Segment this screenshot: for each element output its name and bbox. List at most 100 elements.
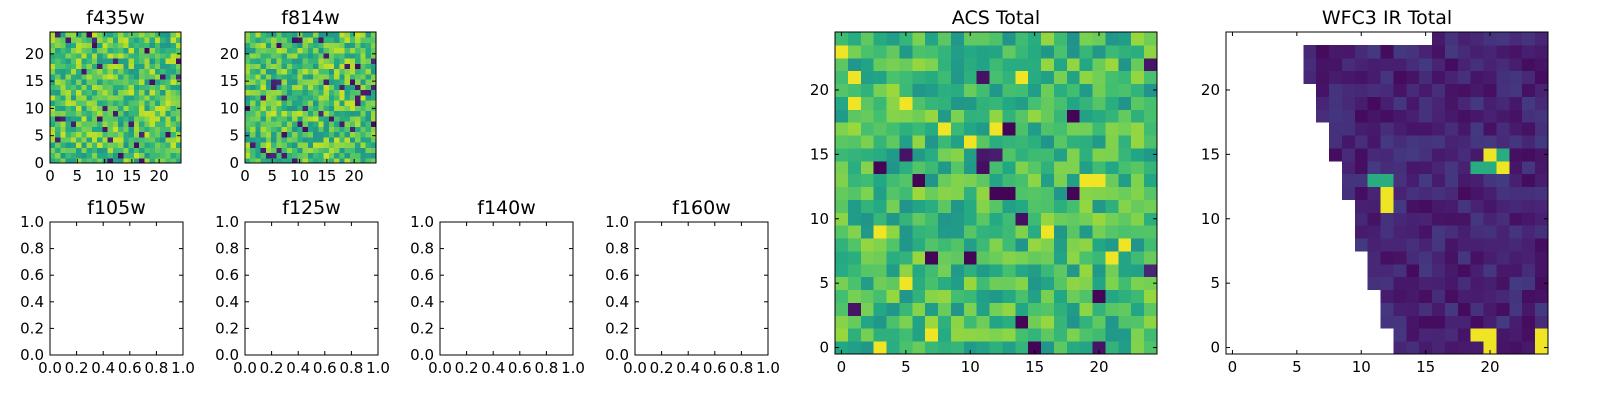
heatmap-cell: [318, 115, 325, 122]
heatmap-cell: [250, 42, 256, 49]
heatmap-cell: [286, 105, 293, 112]
heatmap-cell: [1118, 263, 1132, 278]
heatmap-cell: [1041, 315, 1055, 329]
heatmap-cell: [271, 32, 277, 38]
heatmap-cell: [1432, 147, 1446, 162]
heatmap-cell: [271, 136, 277, 143]
heatmap-cell: [102, 105, 109, 112]
heatmap-cell: [292, 37, 298, 43]
heatmap-cell: [76, 89, 82, 96]
heatmap-cell: [1483, 83, 1497, 97]
heatmap-cell: [139, 121, 145, 127]
heatmap-cell: [86, 152, 93, 159]
heatmap-cell: [886, 186, 900, 200]
heatmap-cell: [976, 173, 991, 188]
heatmap-cell: [355, 110, 361, 117]
heatmap-cell: [1419, 96, 1433, 110]
heatmap-cell: [76, 136, 82, 143]
heatmap-cell: [60, 42, 67, 49]
heatmap-cell: [170, 42, 177, 49]
heatmap-cell: [175, 126, 182, 133]
heatmap-cell: [976, 315, 991, 329]
heatmap-cell: [139, 147, 145, 154]
heatmap-cell: [344, 68, 351, 75]
heatmap-cell: [344, 73, 351, 80]
axes-frame: [49, 31, 182, 164]
x-tick-label: 1.0: [171, 359, 195, 377]
heatmap-cell: [1419, 238, 1433, 252]
heatmap-cell: [1028, 315, 1042, 329]
heatmap-cell: [1131, 276, 1145, 291]
heatmap-cell: [1393, 289, 1407, 303]
heatmap-cell: [286, 84, 293, 91]
heatmap-cell: [160, 68, 166, 75]
heatmap-cell: [128, 63, 135, 70]
heatmap-cell: [313, 152, 319, 159]
heatmap-cell: [286, 115, 293, 122]
heatmap-cell: [334, 73, 340, 80]
heatmap-cell: [91, 63, 98, 70]
heatmap-cell: [65, 105, 72, 112]
heatmap-cell: [307, 115, 314, 122]
heatmap-cell: [91, 68, 98, 75]
heatmap-cell: [1053, 302, 1068, 316]
heatmap-cell: [925, 328, 939, 342]
heatmap-cell: [912, 122, 926, 136]
heatmap-cell: [1496, 147, 1510, 162]
y-tick-label: 1.0: [605, 213, 629, 231]
heatmap-cell: [112, 79, 119, 85]
heatmap-cell: [123, 100, 130, 106]
heatmap-cell: [144, 142, 151, 148]
heatmap-cell: [255, 89, 262, 96]
heatmap-cell: [276, 63, 283, 70]
x-tick-label: 0.0: [233, 359, 257, 377]
heatmap-cell: [950, 199, 965, 213]
heatmap-cell: [1509, 186, 1523, 200]
heatmap-cell: [70, 42, 77, 49]
heatmap-cell: [1066, 32, 1081, 46]
heatmap-cell: [1470, 32, 1485, 46]
heatmap-cell: [1002, 83, 1016, 97]
heatmap-cell: [1457, 44, 1472, 59]
heatmap-cell: [255, 37, 262, 43]
heatmap-cell: [334, 32, 340, 38]
heatmap-cell: [334, 110, 340, 117]
heatmap-cell: [297, 89, 304, 96]
heatmap-cell: [1105, 315, 1119, 329]
heatmap-cell: [334, 115, 340, 122]
heatmap-cell: [297, 42, 304, 49]
heatmap-cell: [133, 115, 140, 122]
heatmap-cell: [144, 42, 151, 49]
heatmap-cell: [128, 147, 135, 154]
heatmap-cell: [144, 63, 151, 70]
heatmap-cell: [271, 142, 277, 148]
heatmap-cell: [1496, 276, 1510, 291]
heatmap-cell: [370, 131, 377, 138]
heatmap-cell: [1092, 212, 1106, 226]
heatmap-cell: [963, 147, 978, 162]
heatmap-cell: [1118, 212, 1132, 226]
heatmap-cell: [50, 94, 56, 101]
heatmap-cell: [123, 115, 130, 122]
panel-title: f125w: [282, 197, 341, 219]
panel-title: f160w: [672, 197, 731, 219]
heatmap-cell: [118, 52, 124, 59]
heatmap-cell: [255, 142, 262, 148]
heatmap-cell: [1522, 32, 1536, 46]
heatmap-cell: [255, 73, 262, 80]
heatmap-cell: [133, 84, 140, 91]
heatmap-cell: [91, 131, 98, 138]
heatmap-cell: [1457, 122, 1472, 136]
heatmap-cell: [938, 96, 952, 110]
heatmap-cell: [245, 152, 251, 159]
heatmap-cell: [313, 73, 319, 80]
heatmap-cell: [950, 147, 965, 162]
heatmap-cell: [60, 121, 67, 127]
heatmap-cell: [1406, 302, 1420, 316]
heatmap-cell: [76, 68, 82, 75]
heatmap-cell: [912, 147, 926, 162]
heatmap-cell: [1535, 328, 1549, 342]
heatmap-cell: [107, 58, 114, 64]
heatmap-cell: [276, 131, 283, 138]
heatmap-cell: [81, 147, 88, 154]
